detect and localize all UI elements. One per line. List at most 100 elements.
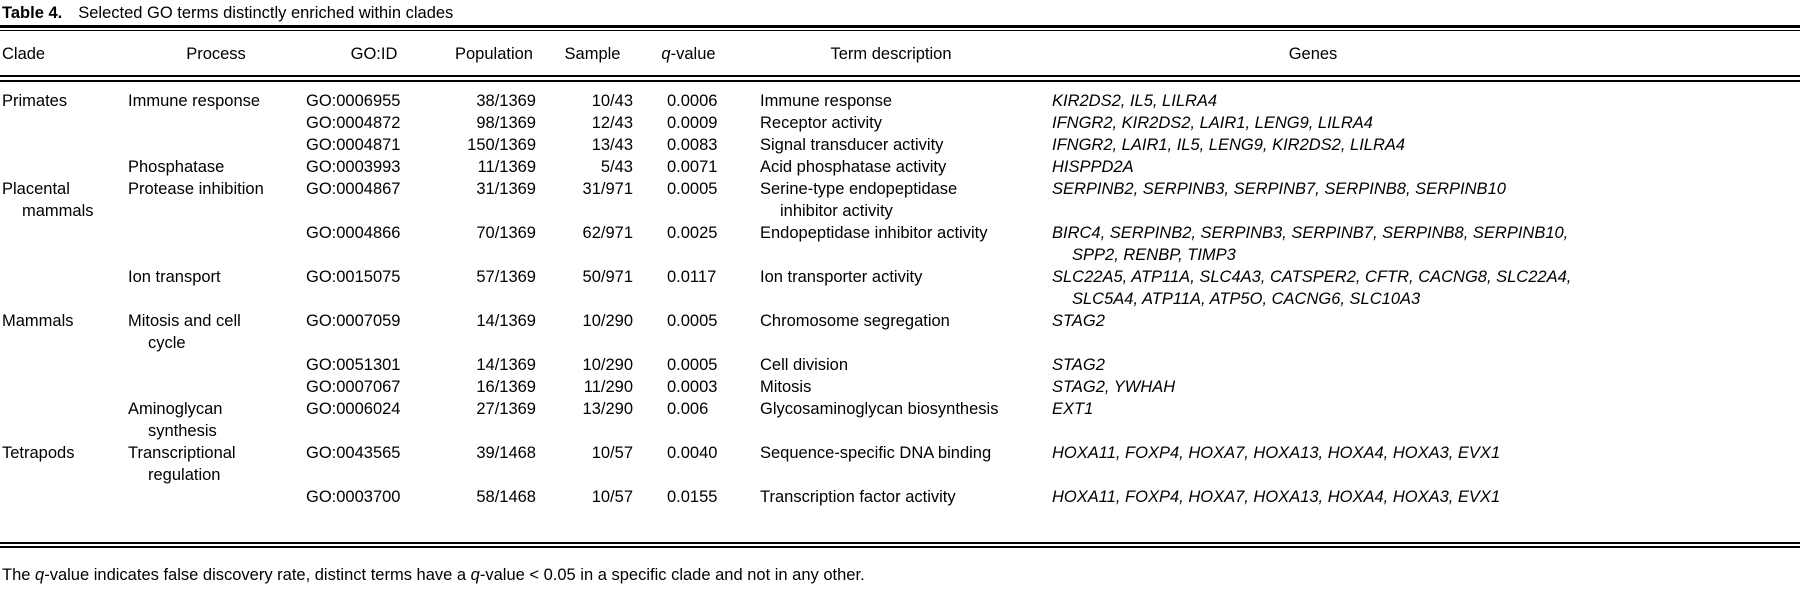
cell-population: 14/1369	[476, 356, 536, 374]
column-header-go-id: GO:ID	[350, 45, 398, 63]
wrapped-line: cycle	[148, 334, 186, 352]
q-italic: q	[661, 45, 671, 63]
column-header-clade: Clade	[2, 45, 46, 63]
footnote-part: -value indicates false discovery rate, d…	[44, 566, 471, 584]
table-footnote: The q-value indicates false discovery ra…	[2, 564, 1800, 586]
cell-go-id: GO:0007067	[306, 378, 401, 396]
cell-genes: HISPPD2A	[1052, 158, 1134, 176]
cell-q-value: 0.0040	[667, 444, 718, 462]
cell-go-id: GO:0006955	[306, 92, 401, 110]
cell-genes: STAG2	[1052, 312, 1105, 330]
cell-q-value: 0.0155	[667, 488, 718, 506]
table-body: Primates Immune response GO:0006955 38/1369…	[0, 82, 1800, 542]
column-header-process: Process	[186, 45, 246, 63]
cell-genes: STAG2	[1052, 356, 1105, 374]
cell-term-description: Cell division	[760, 356, 849, 374]
cell-process	[126, 354, 304, 376]
column-header-sample: Sample	[564, 45, 621, 63]
column-header-population: Population	[455, 45, 533, 63]
table-row: GO:0004871 150/1369 13/43 0.0083 Signal tran…	[0, 134, 1800, 156]
cell-term-description: Signal transducer activity	[760, 136, 944, 154]
table-row: Primates Immune response GO:0006955 38/1369…	[0, 90, 1800, 112]
cell-sample: 13/43	[591, 136, 633, 154]
cell-process: Immune response	[128, 92, 261, 110]
cell-sample: 10/290	[582, 356, 633, 374]
cell-population: 98/1369	[476, 114, 536, 132]
cell-genes: STAG2, YWHAH	[1052, 378, 1176, 396]
cell-clade: Placental mammals	[0, 178, 126, 222]
column-header-term-description: Term description	[830, 45, 952, 63]
cell-go-id: GO:0043565	[306, 444, 401, 462]
cell-q-value: 0.0071	[667, 158, 718, 176]
cell-sample: 10/290	[582, 312, 633, 330]
cell-process: Transcriptional regulation	[126, 442, 304, 486]
cell-term-description: Transcription factor activity	[760, 488, 956, 506]
table-row: GO:0003700 58/1468 10/57 0.0155 Transcriptio…	[0, 486, 1800, 508]
table-caption: Selected GO terms distinctly enriched wi…	[78, 4, 454, 22]
cell-genes: HOXA11, FOXP4, HOXA7, HOXA13, HOXA4, HOX…	[1052, 488, 1501, 506]
cell-process: Protease inhibition	[128, 180, 264, 198]
table-number: Table 4.	[2, 4, 63, 22]
cell-process	[126, 134, 304, 156]
cell-go-id: GO:0004866	[306, 224, 401, 242]
cell-clade: Mammals	[2, 312, 74, 330]
cell-population: 57/1369	[476, 268, 536, 286]
wrapped-line: regulation	[148, 466, 221, 484]
cell-clade	[0, 156, 126, 178]
cell-genes: BIRC4, SERPINB2, SERPINB3, SERPINB7, SER…	[1046, 222, 1800, 266]
cell-population: 31/1369	[476, 180, 536, 198]
cell-sample: 50/971	[582, 268, 633, 286]
cell-q-value: 0.0117	[667, 268, 717, 286]
table-title: Table 4. Selected GO terms distinctly enr…	[0, 0, 1800, 25]
table-row: Placental mammals Protease inhibition GO:00…	[0, 178, 1800, 222]
cell-population: 39/1468	[476, 444, 536, 462]
table-row: GO:0051301 14/1369 10/290 0.0005 Cell divisi…	[0, 354, 1800, 376]
cell-genes: EXT1	[1052, 400, 1094, 418]
cell-sample: 10/57	[591, 488, 633, 506]
cell-term-description: Glycosaminoglycan biosynthesis	[760, 400, 999, 418]
cell-go-id: GO:0004871	[306, 136, 401, 154]
cell-process: Aminoglycan synthesis	[126, 398, 304, 442]
cell-go-id: GO:0015075	[306, 268, 401, 286]
cell-term-description: Ion transporter activity	[760, 268, 923, 286]
cell-q-value: 0.0025	[667, 224, 718, 242]
footnote-italic-part: q	[470, 566, 480, 584]
cell-term-description: Receptor activity	[760, 114, 882, 132]
cell-q-value: 0.0005	[667, 356, 718, 374]
cell-population: 58/1468	[476, 488, 536, 506]
cell-sample: 13/290	[582, 400, 633, 418]
cell-sample: 62/971	[582, 224, 633, 242]
cell-go-id: GO:0003700	[306, 488, 401, 506]
cell-population: 11/1369	[477, 158, 536, 176]
cell-sample: 10/43	[591, 92, 633, 110]
cell-term-description: Immune response	[760, 92, 893, 110]
cell-clade	[0, 376, 126, 398]
footnote-part: -value < 0.05 in a specific clade and no…	[479, 566, 865, 584]
cell-process	[126, 376, 304, 398]
cell-process	[126, 112, 304, 134]
wrapped-line: SLC5A4, ATP11A, ATP5O, CACNG6, SLC10A3	[1072, 290, 1421, 308]
cell-genes: SLC22A5, ATP11A, SLC4A3, CATSPER2, CFTR,…	[1046, 266, 1800, 310]
cell-population: 38/1369	[476, 92, 536, 110]
cell-term-description: Acid phosphatase activity	[760, 158, 947, 176]
cell-genes: IFNGR2, LAIR1, IL5, LENG9, KIR2DS2, LILR…	[1052, 136, 1406, 154]
cell-term-description: Serine-type endopeptidase inhibitor activ…	[736, 178, 1046, 222]
cell-population: 27/1369	[476, 400, 536, 418]
table-row: GO:0004872 98/1369 12/43 0.0009 Receptor act…	[0, 112, 1800, 134]
cell-clade	[0, 222, 126, 266]
table-row: Mammals Mitosis and cell cycle GO:0007059 14…	[0, 310, 1800, 354]
cell-q-value: 0.0083	[667, 136, 718, 154]
table-row: Tetrapods Transcriptional regulation GO:004…	[0, 442, 1800, 486]
bottom-rule	[0, 542, 1800, 548]
table-header-row: Clade Process GO:ID Population Sample q-…	[0, 31, 1800, 75]
footnote-part: The	[2, 566, 36, 584]
cell-term-description: Mitosis	[760, 378, 812, 396]
table-row: GO:0007067 16/1369 11/290 0.0003 Mitosis STAG…	[0, 376, 1800, 398]
cell-process: Phosphatase	[128, 158, 225, 176]
header-rule	[0, 75, 1800, 82]
cell-population: 70/1369	[476, 224, 536, 242]
cell-genes: KIR2DS2, IL5, LILRA4	[1052, 92, 1218, 110]
cell-clade	[0, 266, 126, 310]
cell-q-value: 0.0005	[667, 180, 718, 198]
